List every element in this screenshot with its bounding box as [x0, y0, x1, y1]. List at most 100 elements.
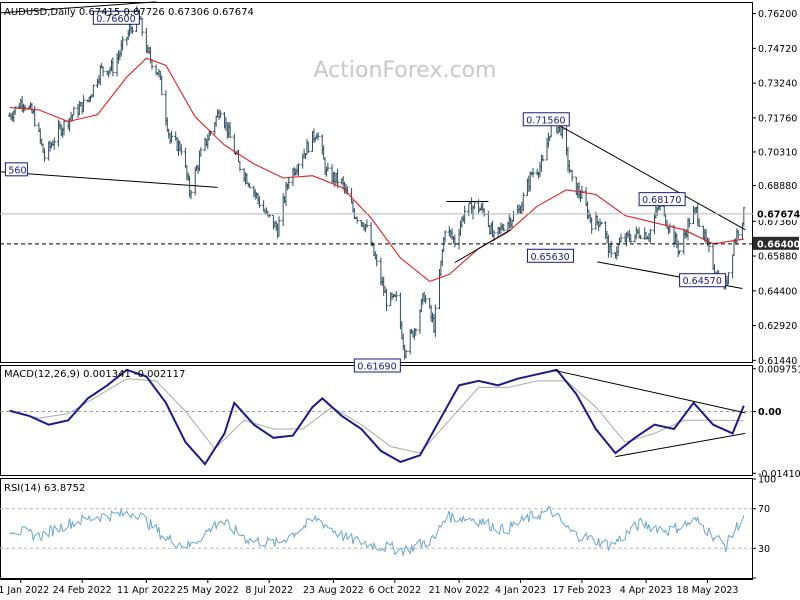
ohlc-bar — [599, 221, 604, 225]
ohlc-bar — [541, 154, 545, 162]
ohlc-bar — [316, 132, 320, 141]
price-tick-label: 0.71760 — [758, 113, 797, 124]
price-tick-label: 0.76200 — [758, 9, 797, 20]
ohlc-bar — [287, 177, 291, 189]
ohlc-bar — [169, 130, 174, 143]
ohlc-bar — [193, 167, 197, 196]
ohlc-bar — [423, 295, 428, 304]
ohlc-bar — [130, 26, 135, 34]
x-tick-label: 11 Apr 2022 — [117, 585, 176, 596]
ohlc-bar — [726, 272, 731, 285]
ohlc-bar — [52, 137, 56, 150]
price-tick-label: 0.68880 — [758, 181, 797, 192]
ohlc-bar — [648, 229, 652, 244]
macd-line — [9, 368, 745, 466]
ohlc-bar — [179, 144, 183, 156]
ohlc-bar — [472, 202, 477, 210]
ohlc-bar — [560, 127, 564, 139]
x-tick-label: 4 Jan 2023 — [495, 585, 546, 596]
support-level-label-box — [753, 236, 799, 250]
ohlc-bar — [72, 106, 76, 116]
price-annotation-box — [4, 162, 28, 177]
rsi-plot — [0, 506, 753, 556]
ohlc-bar — [121, 36, 125, 51]
rsi-tick-label: 30 — [758, 544, 770, 555]
ohlc-bar — [218, 110, 222, 118]
ohlc-bar — [33, 105, 37, 127]
price-annotation-box — [526, 248, 574, 263]
ohlc-bar — [433, 304, 437, 337]
ohlc-bar — [183, 147, 188, 168]
ohlc-bar — [140, 17, 144, 36]
price-annotation-box — [522, 112, 570, 127]
price-annotation-box — [679, 273, 727, 288]
support-level-label: 0.66400 — [757, 239, 800, 250]
ohlc-bar — [731, 254, 735, 279]
ohlc-bar — [570, 170, 574, 182]
x-tick-label: 17 Feb 2023 — [552, 585, 611, 596]
chart-title: AUDUSD,Daily 0.67415 0.67726 0.67306 0.6… — [4, 7, 254, 18]
price-tick-label: 0.62920 — [758, 321, 797, 332]
ohlc-bar — [199, 147, 203, 157]
x-tick-label: 25 May 2022 — [177, 585, 239, 596]
price-annotation-box — [92, 10, 140, 25]
price-annotation-box — [353, 358, 401, 373]
ohlc-bar — [502, 223, 506, 232]
ohlc-bar — [742, 207, 746, 227]
price-plot: 0.76600 0.71560 0.68170 0.65630 0.64570 0.616… — [0, 1, 753, 373]
trendline — [552, 121, 746, 231]
price-annotation-label: 0.65630 — [530, 252, 569, 263]
ohlc-bar — [619, 233, 623, 243]
ohlc-bar — [486, 210, 490, 227]
x-tick-label: 4 Apr 2023 — [620, 585, 673, 596]
ohlc-bar — [91, 84, 95, 98]
price-tick-label: 0.61440 — [758, 356, 797, 367]
ohlc-bar — [336, 168, 340, 189]
ohlc-bar — [736, 229, 740, 239]
ohlc-bar — [687, 218, 691, 228]
ohlc-bar — [111, 57, 115, 77]
ohlc-bar — [531, 167, 535, 178]
x-tick-label: 6 Oct 2022 — [369, 585, 422, 596]
macd-panel-frame — [0, 365, 753, 476]
ohlc-bar — [414, 328, 418, 336]
x-tick-label: 8 Jul 2022 — [245, 585, 293, 596]
rsi-tick-label: 70 — [758, 504, 770, 515]
rsi-panel-frame — [0, 478, 753, 579]
price-tick-label: 0.74720 — [758, 44, 797, 55]
x-tick-label: 24 Feb 2022 — [53, 585, 112, 596]
ohlc-bar — [629, 233, 633, 243]
ohlc-bar — [384, 288, 389, 312]
ohlc-bar — [23, 104, 27, 112]
ohlc-bar — [238, 160, 242, 172]
ohlc-bar — [355, 216, 359, 224]
price-annotation-label: 0.68170 — [642, 195, 681, 206]
ohlc-bar — [638, 234, 643, 240]
price-annotation-label: 560 — [8, 165, 26, 176]
trendline — [454, 229, 511, 264]
macd-trendline — [552, 369, 746, 414]
current-price-label-box — [753, 206, 799, 220]
price-annotation-label: 0.76600 — [96, 14, 135, 25]
ohlc-bar — [678, 250, 682, 255]
x-tick-label: 11 Jan 2022 — [0, 585, 49, 596]
macd-plot — [0, 368, 753, 466]
macd-tick-label: 0.00 — [758, 407, 782, 418]
ohlc-bar — [248, 183, 252, 189]
rsi-tick-label: 100 — [758, 475, 776, 486]
x-tick-label: 18 May 2023 — [677, 585, 739, 596]
price-annotation-label: 0.61690 — [357, 361, 396, 372]
ohlc-bar — [404, 349, 408, 359]
trendline — [0, 1, 157, 14]
price-tick-label: 0.67360 — [758, 217, 797, 228]
price-annotation-label: 0.71560 — [526, 115, 565, 126]
ohlc-bar — [189, 190, 193, 200]
price-tick-label: 0.64400 — [758, 286, 797, 297]
ohlc-values: 0.67415 0.67726 0.67306 0.67674 — [79, 7, 254, 18]
ohlc-bar — [418, 309, 422, 334]
ohlc-bar — [375, 254, 379, 267]
axes: 0.76200 0.74720 0.73240 0.71760 0.70310 0.688… — [0, 9, 800, 596]
price-annotation-label: 0.64570 — [683, 276, 722, 287]
ohlc-bar — [590, 217, 594, 234]
